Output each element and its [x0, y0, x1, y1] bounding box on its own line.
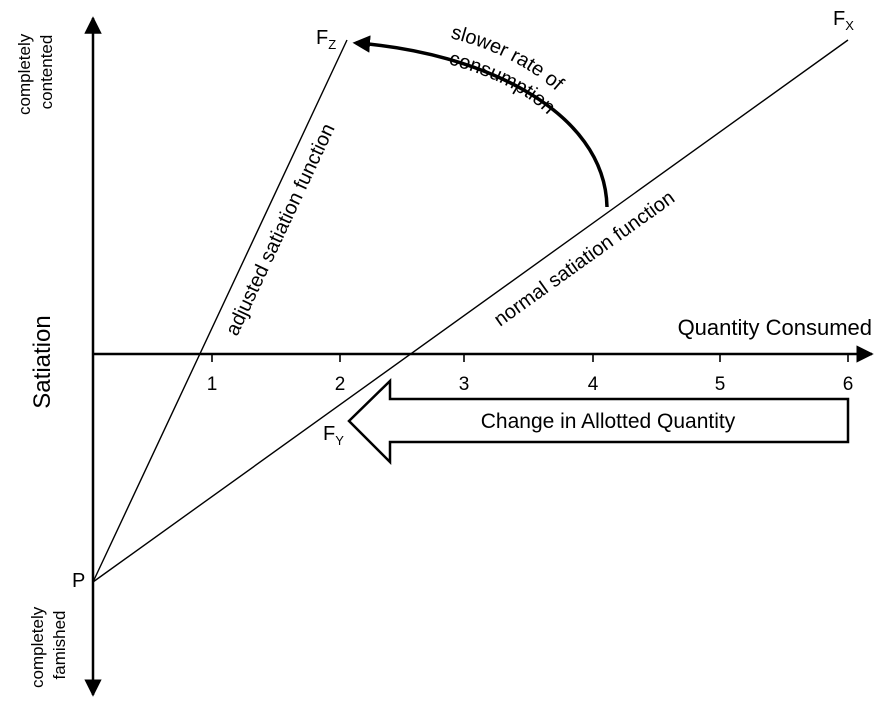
x-tick-label-2: 2 [335, 374, 346, 395]
fz-label: FZ [316, 27, 336, 52]
x-tick-label-4: 4 [588, 374, 599, 395]
fx-label-sub: X [845, 18, 854, 33]
y-axis-label: Satiation [29, 315, 56, 408]
adjusted-satiation-line [92, 39, 348, 583]
fx-label: FX [833, 8, 854, 33]
x-tick-label-1: 1 [207, 374, 218, 395]
x-tick-label-6: 6 [843, 374, 854, 395]
fy-label: FY [323, 423, 344, 448]
x-axis-ticks [211, 354, 849, 362]
y-bottom-label-line-1: completely [28, 606, 47, 688]
y-top-label: completely contented [15, 29, 56, 115]
origin-point-label: P [72, 570, 85, 592]
normal-line-label: normal satiation function [490, 187, 679, 331]
fz-label-sub: Z [328, 37, 336, 52]
y-top-label-line-2: contented [37, 35, 56, 110]
adjusted-line-label: adjusted satiation function [222, 120, 340, 339]
fx-label-main: F [833, 8, 845, 30]
block-arrow-label: Change in Allotted Quantity [481, 410, 736, 433]
fz-label-main: F [316, 27, 328, 49]
x-axis-label: Quantity Consumed [678, 315, 872, 340]
y-top-label-line-1: completely [15, 33, 34, 115]
y-bottom-label: completely famished [28, 602, 69, 688]
y-bottom-label-line-2: famished [50, 611, 69, 680]
x-tick-label-5: 5 [715, 374, 726, 395]
fy-label-main: F [323, 423, 335, 445]
slower-rate-curved-arrow [352, 35, 609, 208]
x-tick-labels: 1 2 3 4 5 6 [207, 374, 854, 395]
normal-satiation-line [92, 39, 849, 583]
change-in-allotted-quantity-arrow [347, 378, 850, 466]
x-tick-label-3: 3 [459, 374, 470, 395]
fy-label-sub: Y [335, 433, 344, 448]
